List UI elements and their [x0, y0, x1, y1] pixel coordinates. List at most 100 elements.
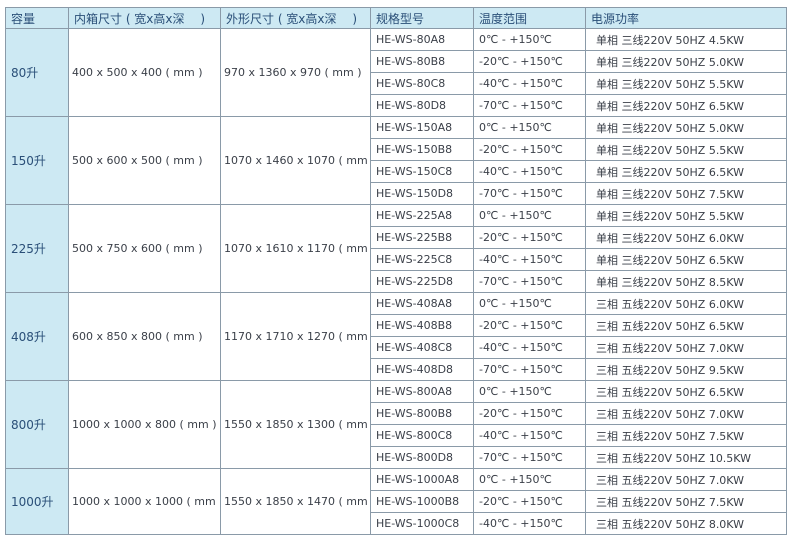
outer-size-cell: 1550 x 1850 x 1470 ( mm ) [220, 468, 371, 535]
power-cell: 三相 五线220V 50HZ 6.0KW [585, 292, 787, 315]
outer-size-cell: 970 x 1360 x 970 ( mm ) [220, 28, 371, 117]
table-row: HE-WS-150D8 -70℃ - +150℃ 单相 三线220V 50HZ 7.… [6, 182, 787, 205]
inner-size-cell: 500 x 750 x 600 ( mm ) [68, 204, 221, 293]
model-cell: HE-WS-225D8 [370, 270, 474, 293]
model-cell: HE-WS-150D8 [370, 182, 474, 205]
power-cell: 三相 五线220V 50HZ 7.0KW [585, 468, 787, 491]
capacity-cell: 408升 [5, 292, 69, 381]
table-row: HE-WS-225C8 -40℃ - +150℃ 单相 三线220V 50HZ 6.… [6, 248, 787, 271]
inner-size-cell: 500 x 600 x 500 ( mm ) [68, 116, 221, 205]
temp-range-cell: -40℃ - +150℃ [473, 160, 586, 183]
capacity-cell: 150升 [5, 116, 69, 205]
table-row: HE-WS-225B8 -20℃ - +150℃ 单相 三线220V 50HZ 6.… [6, 226, 787, 249]
inner-size-cell: 1000 x 1000 x 800 ( mm ) [68, 380, 221, 469]
power-cell: 三相 五线220V 50HZ 10.5KW [585, 446, 787, 469]
model-cell: HE-WS-225B8 [370, 226, 474, 249]
header-inner-size: 内箱尺寸 ( 宽x高x深 ) [68, 7, 221, 29]
temp-range-cell: -70℃ - +150℃ [473, 270, 586, 293]
power-cell: 单相 三线220V 50HZ 4.5KW [585, 28, 787, 51]
temp-range-cell: -20℃ - +150℃ [473, 314, 586, 337]
inner-size-cell: 1000 x 1000 x 1000 ( mm ) [68, 468, 221, 535]
capacity-cell: 225升 [5, 204, 69, 293]
model-cell: HE-WS-800A8 [370, 380, 474, 403]
model-cell: HE-WS-80D8 [370, 94, 474, 117]
power-cell: 三相 五线220V 50HZ 6.5KW [585, 314, 787, 337]
inner-size-cell: 600 x 850 x 800 ( mm ) [68, 292, 221, 381]
temp-range-cell: -20℃ - +150℃ [473, 138, 586, 161]
table-row: HE-WS-150C8 -40℃ - +150℃ 单相 三线220V 50HZ 6.… [6, 160, 787, 183]
header-temp-range: 温度范围 [473, 7, 586, 29]
model-cell: HE-WS-150B8 [370, 138, 474, 161]
model-cell: HE-WS-1000B8 [370, 490, 474, 513]
temp-range-cell: -20℃ - +150℃ [473, 50, 586, 73]
power-cell: 三相 五线220V 50HZ 9.5KW [585, 358, 787, 381]
model-cell: HE-WS-225C8 [370, 248, 474, 271]
table-row: 225升 500 x 750 x 600 ( mm ) 1070 x 1610 x … [5, 204, 787, 293]
table-row: 800升 1000 x 1000 x 800 ( mm ) 1550 x 1850 … [5, 380, 787, 469]
model-cell: HE-WS-408A8 [370, 292, 474, 315]
model-cell: HE-WS-80B8 [370, 50, 474, 73]
table-row: HE-WS-225D8 -70℃ - +150℃ 单相 三线220V 50HZ 8.… [6, 270, 787, 293]
temp-range-cell: -40℃ - +150℃ [473, 248, 586, 271]
power-cell: 单相 三线220V 50HZ 6.5KW [585, 248, 787, 271]
model-cell: HE-WS-80A8 [370, 28, 474, 51]
model-cell: HE-WS-408C8 [370, 336, 474, 359]
temp-range-cell: -70℃ - +150℃ [473, 94, 586, 117]
capacity-cell: 80升 [5, 28, 69, 117]
model-cell: HE-WS-150A8 [370, 116, 474, 139]
temp-range-cell: -70℃ - +150℃ [473, 358, 586, 381]
model-cell: HE-WS-1000C8 [370, 512, 474, 535]
temp-range-cell: 0℃ - +150℃ [473, 380, 586, 403]
capacity-cell: 1000升 [5, 468, 69, 535]
temp-range-cell: 0℃ - +150℃ [473, 468, 586, 491]
table-row: HE-WS-1000B8 -20℃ - +150℃ 三相 五线220V 50HZ 7… [6, 490, 787, 513]
temp-range-cell: 0℃ - +150℃ [473, 204, 586, 227]
power-cell: 三相 五线220V 50HZ 7.5KW [585, 424, 787, 447]
temp-range-cell: -70℃ - +150℃ [473, 182, 586, 205]
temp-range-cell: -40℃ - +150℃ [473, 424, 586, 447]
power-cell: 三相 五线220V 50HZ 6.5KW [585, 380, 787, 403]
capacity-cell: 800升 [5, 380, 69, 469]
table-row: HE-WS-800B8 -20℃ - +150℃ 三相 五线220V 50HZ 7.… [6, 402, 787, 425]
header-model: 规格型号 [370, 7, 474, 29]
table-row: 80升 400 x 500 x 400 ( mm ) 970 x 1360 x 97… [5, 28, 787, 117]
model-cell: HE-WS-80C8 [370, 72, 474, 95]
power-cell: 单相 三线220V 50HZ 6.5KW [585, 160, 787, 183]
power-cell: 单相 三线220V 50HZ 5.0KW [585, 50, 787, 73]
power-cell: 三相 五线220V 50HZ 7.5KW [585, 490, 787, 513]
temp-range-cell: -20℃ - +150℃ [473, 490, 586, 513]
outer-size-cell: 1170 x 1710 x 1270 ( mm ) [220, 292, 371, 381]
table-row: HE-WS-80C8 -40℃ - +150℃ 单相 三线220V 50HZ 5.5… [6, 72, 787, 95]
model-cell: HE-WS-408B8 [370, 314, 474, 337]
spec-table: 容量 内箱尺寸 ( 宽x高x深 ) 外形尺寸 ( 宽x高x深 ) 规格型号 温度范围 电源… [5, 7, 787, 535]
temp-range-cell: 0℃ - +150℃ [473, 292, 586, 315]
model-cell: HE-WS-408D8 [370, 358, 474, 381]
model-cell: HE-WS-800B8 [370, 402, 474, 425]
header-capacity: 容量 [5, 7, 69, 29]
header-power: 电源功率 [585, 7, 787, 29]
model-cell: HE-WS-800D8 [370, 446, 474, 469]
header-row: 容量 内箱尺寸 ( 宽x高x深 ) 外形尺寸 ( 宽x高x深 ) 规格型号 温度范围 电源… [5, 7, 787, 29]
power-cell: 单相 三线220V 50HZ 5.5KW [585, 204, 787, 227]
outer-size-cell: 1070 x 1460 x 1070 ( mm ) [220, 116, 371, 205]
power-cell: 三相 五线220V 50HZ 7.0KW [585, 402, 787, 425]
outer-size-cell: 1070 x 1610 x 1170 ( mm ) [220, 204, 371, 293]
header-outer-size: 外形尺寸 ( 宽x高x深 ) [220, 7, 371, 29]
table-row: 150升 500 x 600 x 500 ( mm ) 1070 x 1460 x … [5, 116, 787, 205]
inner-size-cell: 400 x 500 x 400 ( mm ) [68, 28, 221, 117]
model-cell: HE-WS-150C8 [370, 160, 474, 183]
power-cell: 单相 三线220V 50HZ 6.0KW [585, 226, 787, 249]
temp-range-cell: 0℃ - +150℃ [473, 28, 586, 51]
temp-range-cell: -40℃ - +150℃ [473, 512, 586, 535]
power-cell: 单相 三线220V 50HZ 7.5KW [585, 182, 787, 205]
model-cell: HE-WS-1000A8 [370, 468, 474, 491]
model-cell: HE-WS-800C8 [370, 424, 474, 447]
power-cell: 三相 五线220V 50HZ 8.0KW [585, 512, 787, 535]
power-cell: 单相 三线220V 50HZ 6.5KW [585, 94, 787, 117]
table-row: HE-WS-800D8 -70℃ - +150℃ 三相 五线220V 50HZ 10… [6, 446, 787, 469]
temp-range-cell: -20℃ - +150℃ [473, 402, 586, 425]
table-row: 1000升 1000 x 1000 x 1000 ( mm ) 1550 x 185… [5, 468, 787, 535]
power-cell: 单相 三线220V 50HZ 5.5KW [585, 138, 787, 161]
model-cell: HE-WS-225A8 [370, 204, 474, 227]
outer-size-cell: 1550 x 1850 x 1300 ( mm ) [220, 380, 371, 469]
